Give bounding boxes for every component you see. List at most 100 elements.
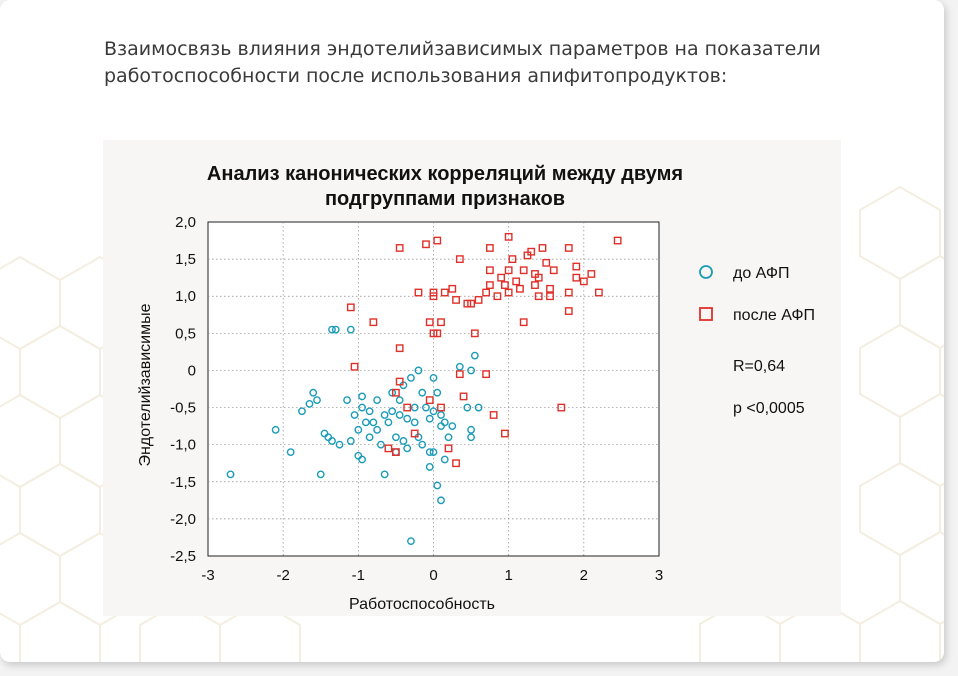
data-point-after — [594, 288, 603, 297]
data-points — [226, 232, 622, 546]
data-point-before — [418, 440, 427, 449]
legend-circle-marker — [699, 265, 713, 279]
data-point-before — [437, 411, 445, 419]
data-point-after — [508, 255, 517, 264]
x-tick-label: 0 — [429, 567, 437, 584]
data-point-before — [305, 399, 314, 408]
data-point-after — [493, 292, 502, 301]
data-point-before — [437, 496, 445, 505]
data-point-after — [613, 236, 622, 245]
data-point-after — [501, 281, 509, 289]
data-point-before — [346, 325, 355, 334]
data-point-after — [579, 277, 588, 286]
data-point-after — [395, 377, 404, 386]
data-point-after — [448, 284, 457, 293]
data-point-after — [519, 318, 528, 327]
data-point-after — [564, 244, 573, 252]
data-point-before — [380, 411, 389, 419]
data-point-after — [437, 318, 445, 327]
chart-title-line-1: Анализ канонических корреляций между дву… — [207, 163, 683, 185]
data-point-before — [358, 403, 366, 412]
y-tick-label: 1,5 — [175, 251, 196, 268]
data-point-before — [373, 396, 382, 405]
data-point-before — [463, 403, 472, 412]
annotation-p: p <0,0005 — [733, 400, 805, 417]
data-point-after — [452, 296, 460, 304]
data-point-after — [425, 396, 434, 405]
data-point-before — [422, 403, 430, 412]
x-tick-labels: -3 -2 -1 0 1 2 3 — [201, 567, 663, 584]
data-point-before — [399, 437, 408, 445]
y-tick-label: -1,5 — [170, 474, 196, 491]
y-axis-label: Эндотелийзависимые — [137, 303, 154, 466]
data-point-after — [392, 388, 400, 397]
data-point-before — [365, 433, 374, 442]
data-point-before — [271, 425, 280, 434]
data-point-before — [407, 537, 415, 546]
data-point-before — [392, 433, 400, 442]
data-point-after — [392, 448, 400, 456]
data-point-before — [384, 418, 393, 427]
data-point-before — [309, 388, 318, 397]
data-point-before — [429, 407, 438, 416]
data-point-after — [482, 288, 491, 297]
data-point-before — [429, 448, 438, 456]
y-tick-label: 1,0 — [175, 288, 196, 305]
data-point-after — [350, 362, 359, 371]
data-point-after — [557, 403, 566, 412]
data-point-after — [572, 262, 581, 271]
heading-line-2: работоспособности после использования ап… — [104, 65, 728, 87]
data-point-after — [444, 444, 453, 453]
data-point-after — [504, 232, 513, 241]
data-point-before — [358, 392, 366, 401]
data-point-before — [425, 414, 434, 423]
x-tick-label: 3 — [655, 567, 663, 584]
data-point-after — [414, 288, 423, 297]
data-point-before — [433, 388, 442, 397]
data-point-after — [395, 244, 404, 252]
data-point-after — [549, 266, 558, 275]
data-point-after — [512, 277, 521, 286]
legend: до АФП после АФП — [699, 265, 815, 324]
x-axis-label: Работоспособность — [349, 596, 495, 613]
data-point-after — [485, 266, 494, 275]
data-point-after — [433, 236, 442, 245]
data-point-after — [452, 459, 460, 468]
data-point-before — [354, 425, 363, 434]
chart-photo: Анализ канонических корреляций между дву… — [103, 140, 841, 616]
data-point-after — [474, 296, 483, 304]
data-point-after — [467, 299, 475, 308]
data-point-before — [448, 422, 457, 431]
heading-line-1: Взаимосвязь влияния эндотелийзависимых п… — [104, 38, 821, 60]
data-point-before — [425, 448, 434, 456]
data-point-before — [474, 403, 483, 412]
data-point-after — [542, 258, 551, 267]
y-tick-label: 0,5 — [175, 325, 196, 342]
data-point-after — [440, 288, 449, 297]
data-point-after — [564, 307, 573, 315]
data-point-before — [361, 418, 370, 427]
data-point-before — [395, 396, 404, 405]
data-point-before — [467, 433, 475, 442]
data-point-after — [395, 344, 404, 353]
data-point-after — [489, 411, 498, 419]
data-point-after — [538, 244, 547, 252]
data-point-after — [485, 281, 494, 289]
data-point-before — [313, 396, 321, 405]
legend-label-after: после АФП — [733, 307, 815, 324]
data-point-after — [384, 444, 393, 453]
data-point-after — [516, 284, 524, 293]
data-point-before — [328, 437, 336, 445]
y-tick-label: -2,5 — [170, 548, 196, 565]
data-point-after — [546, 284, 554, 293]
data-point-after — [346, 303, 355, 312]
data-point-after — [455, 255, 464, 264]
data-point-after — [369, 318, 378, 327]
data-point-before — [298, 407, 306, 416]
data-point-before — [455, 362, 464, 371]
data-point-before — [440, 455, 449, 464]
data-point-after — [429, 288, 438, 297]
data-point-before — [369, 418, 378, 427]
data-point-before — [467, 425, 475, 434]
data-point-before — [388, 407, 397, 416]
